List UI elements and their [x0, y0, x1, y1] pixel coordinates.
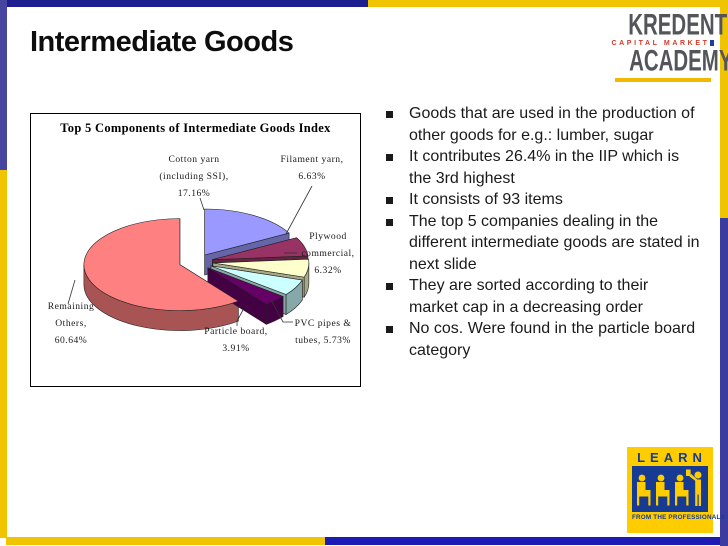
bullet-text: It consists of 93 items: [409, 191, 563, 208]
bullet-text: Goods that are used in the production of…: [409, 105, 695, 144]
bullet-text: No cos. Were found in the particle board…: [409, 320, 696, 359]
learn-pictogram-icon: [637, 469, 702, 506]
bullet-square-icon: [386, 111, 393, 118]
bullet-square-icon: [386, 154, 393, 161]
bullet-square-icon: [386, 218, 393, 226]
slice-label: Cotton yarn (including SSI), 17.16%: [159, 154, 228, 199]
pie-chart: Cotton yarn (including SSI), 17.16% Filamen…: [48, 154, 354, 354]
bullet-list: Goods that are used in the production of…: [386, 103, 711, 361]
chart-panel: Cotton yarn (including SSI), 17.16% Filamen…: [30, 113, 361, 387]
pie-slice-top: [212, 237, 309, 260]
bullet-text: They are sorted according to their marke…: [409, 277, 649, 316]
page-title: Intermediate Goods: [30, 26, 294, 58]
leader-line: [236, 309, 244, 326]
leader-line: [270, 299, 293, 323]
frame-right-strip: [720, 0, 728, 546]
pie-slice-top: [210, 265, 303, 295]
leader-line: [67, 279, 76, 305]
bullet-item: Goods that are used in the production of…: [386, 103, 711, 146]
learn-title: LEARN: [637, 450, 707, 465]
pie-slice-top: [207, 267, 284, 305]
learn-logo: LEARN: [627, 447, 725, 533]
frame-bottom-bar: [6, 537, 728, 545]
slice-label: PVC pipes & tubes, 5.73%: [295, 318, 352, 346]
bullet-square-icon: [386, 283, 393, 290]
bullet-item: They are sorted according to their marke…: [386, 275, 711, 318]
leader-line: [199, 197, 205, 211]
bullet-item: No cos. Were found in the particle board…: [386, 318, 711, 361]
kredent-blue-mark-icon: [710, 40, 715, 47]
kredent-tagline: CAPITAL MARKET: [610, 40, 716, 47]
slice-label: Particle board, 3.91%: [204, 326, 267, 354]
pie-slice-top: [212, 258, 310, 278]
bullet-item: The top 5 companies dealing in the diffe…: [386, 211, 711, 276]
slice-label: Remaining Others, 60.64%: [48, 301, 95, 346]
bullet-square-icon: [386, 197, 393, 204]
kredent-wordmark: KREDENT: [628, 8, 728, 41]
bullet-square-icon: [386, 326, 393, 333]
kredent-academy: ACADEMY: [629, 44, 728, 77]
bullet-text: It contributes 26.4% in the IIP which is…: [409, 148, 680, 187]
bullet-item: It consists of 93 items: [386, 189, 711, 211]
kredent-underline: [615, 78, 711, 82]
leader-line: [285, 185, 313, 235]
learn-tagline: FROM THE PROFESSIONALS: [632, 514, 725, 521]
bullet-text: The top 5 companies dealing in the diffe…: [409, 212, 700, 273]
bullet-item: It contributes 26.4% in the IIP which is…: [386, 146, 711, 189]
frame-left-strip: [0, 0, 7, 538]
frame-top-bar: [6, 0, 728, 7]
chart-title: Top 5 Components of Intermediate Goods I…: [60, 121, 331, 135]
pie-slice-top: [83, 218, 239, 311]
kredent-logo: KREDENT CAPITAL MARKET ACADEMY: [610, 10, 728, 82]
learn-pictogram-box: [632, 466, 708, 512]
slice-label: Plywood commercial, 6.32%: [301, 231, 354, 276]
pie-slice-top: [204, 208, 290, 256]
slice-label: Filament yarn, 6.63%: [281, 154, 344, 182]
